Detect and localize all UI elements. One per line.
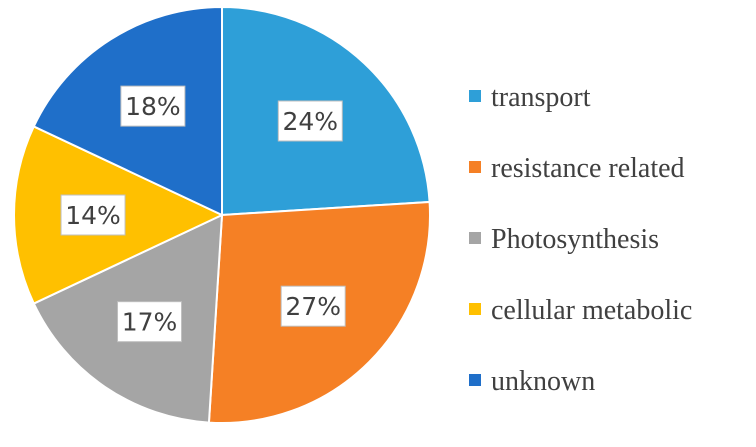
data-label-value: 27% [285, 292, 341, 321]
legend-item-photosynthesis: Photosynthesis [469, 224, 659, 255]
data-label-value: 24% [282, 107, 338, 136]
data-label-box [277, 100, 343, 142]
data-label-resistance-related: 27% [280, 285, 346, 327]
data-label-cellular-metabolic: 14% [60, 194, 126, 236]
legend-label: resistance related [491, 153, 685, 184]
data-label-box [60, 194, 126, 236]
data-label-value: 17% [122, 308, 178, 337]
legend-swatch [469, 90, 481, 102]
data-label-box [120, 85, 186, 127]
data-label-value: 14% [65, 201, 121, 230]
data-label-unknown: 18% [120, 85, 186, 127]
legend-label: cellular metabolic [491, 295, 692, 326]
data-label-box [117, 301, 183, 343]
legend-label: Photosynthesis [491, 224, 659, 255]
legend-label: transport [491, 82, 591, 113]
data-label-box [280, 285, 346, 327]
legend-swatch [469, 232, 481, 244]
data-label-value: 18% [125, 92, 181, 121]
legend-item-transport: transport [469, 82, 591, 113]
legend-swatch [469, 303, 481, 315]
data-label-transport: 24% [277, 100, 343, 142]
legend: transport resistance related Photosynthesi… [469, 82, 692, 397]
legend-item-cellular-metabolic: cellular metabolic [469, 295, 692, 326]
legend-item-unknown: unknown [469, 366, 595, 397]
data-labels: 24% 27% 17% 14% 18% [60, 85, 346, 343]
legend-label: unknown [491, 366, 595, 397]
legend-swatch [469, 161, 481, 173]
legend-swatch [469, 374, 481, 386]
data-label-photosynthesis: 17% [117, 301, 183, 343]
legend-item-resistance-related: resistance related [469, 153, 685, 184]
